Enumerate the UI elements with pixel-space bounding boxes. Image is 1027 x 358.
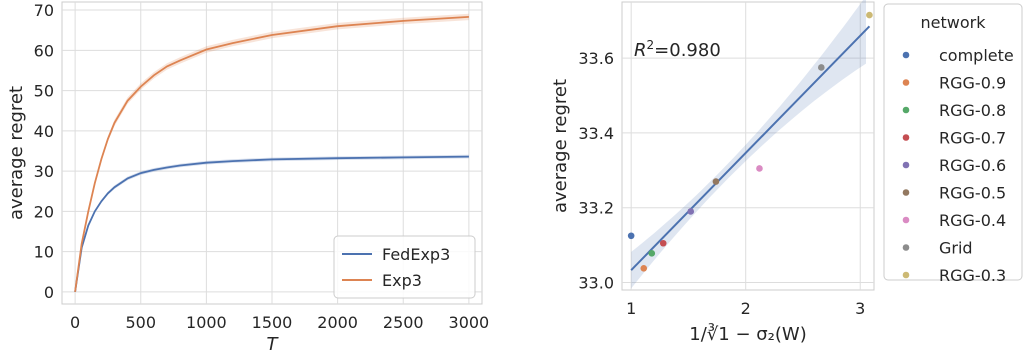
- legend-label-rgg-0.5: RGG-0.5: [939, 184, 1006, 203]
- right-y-tick-label: 33.2: [578, 199, 614, 218]
- legend-marker-rgg-0.4: [902, 216, 910, 224]
- point-rgg-0.7: [659, 239, 667, 247]
- left-y-tick-label: 20: [34, 202, 54, 221]
- left-x-axis-label: T: [267, 334, 280, 355]
- legend-label-rgg-0.7: RGG-0.7: [939, 129, 1006, 148]
- series-line-exp3: [74, 16, 469, 293]
- left-y-ticks: 0 10 20 30 40 50 60 70: [34, 1, 54, 302]
- left-legend: FedExp3 Exp3: [333, 235, 476, 299]
- point-grid: [818, 64, 825, 71]
- point-rgg-0.5: [712, 178, 720, 185]
- right-x-ticks: 1 2 3: [626, 299, 865, 318]
- point-rgg-0.6: [687, 208, 695, 215]
- left-x-tick-label: 2500: [383, 313, 424, 332]
- right-x-axis-label: 1/∛1 − σ₂(W): [689, 323, 806, 345]
- left-x-ticks: 0 500 1000 1500 2000 2500 3000: [70, 313, 489, 332]
- left-y-tick-label: 70: [34, 1, 54, 20]
- left-y-tick-label: 50: [34, 82, 54, 101]
- left-x-tick-label: 1500: [252, 313, 293, 332]
- right-x-tick-label: 2: [741, 299, 751, 318]
- legend-label-rgg-0.4: RGG-0.4: [939, 211, 1006, 230]
- legend-marker-complete: [902, 51, 910, 59]
- right-y-tick-label: 33.0: [578, 274, 614, 293]
- right-chart: 1 2 3 33.0 33.2 33.4 33.6 R2=0.980 1/∛1 − σ₂(…: [550, 0, 1023, 345]
- right-y-tick-label: 33.4: [578, 124, 614, 143]
- left-y-tick-label: 60: [34, 41, 54, 60]
- left-chart: 0 500 1000 1500 2000 2500 3000 0 10 20 30 40 50 60 70…: [6, 1, 489, 355]
- left-y-tick-label: 10: [34, 243, 54, 262]
- legend-marker-rgg-0.6: [902, 161, 910, 169]
- legend-marker-grid: [902, 244, 910, 251]
- legend-label-grid: Grid: [939, 239, 973, 258]
- right-y-tick-label: 33.6: [578, 49, 614, 68]
- network-legend-box: [883, 3, 1023, 281]
- legend-label-rgg-0.3: RGG-0.3: [939, 266, 1006, 285]
- left-legend-box: [333, 235, 476, 299]
- network-legend-title: network: [921, 13, 987, 32]
- left-y-tick-label: 30: [34, 162, 54, 181]
- legend-label-fedexp3: FedExp3: [382, 245, 450, 264]
- r-squared-annotation: R2=0.980: [634, 38, 721, 61]
- legend-marker-rgg-0.8: [902, 106, 910, 114]
- left-y-tick-label: 0: [44, 283, 54, 302]
- legend-label-complete: complete: [939, 46, 1014, 65]
- right-grid: [622, 2, 874, 290]
- left-x-tick-label: 500: [125, 313, 156, 332]
- right-y-axis-label: average regret: [550, 79, 571, 213]
- legend-label-rgg-0.8: RGG-0.8: [939, 101, 1006, 120]
- right-y-ticks: 33.0 33.2 33.4 33.6: [578, 49, 614, 292]
- legend-marker-rgg-0.9: [902, 79, 910, 86]
- right-fit-line: [630, 25, 871, 271]
- series-line-fedexp3: [74, 155, 469, 293]
- left-x-tick-label: 2000: [317, 313, 358, 332]
- legend-marker-rgg-0.5: [902, 189, 910, 196]
- left-x-tick-label: 0: [70, 313, 80, 332]
- point-rgg-0.8: [648, 250, 656, 257]
- left-x-tick-label: 3000: [449, 313, 490, 332]
- right-x-tick-label: 3: [855, 299, 865, 318]
- point-rgg-0.9: [640, 265, 648, 272]
- right-fit-confidence-band: [631, 0, 866, 289]
- point-rgg-0.4: [756, 165, 763, 172]
- left-x-tick-label: 1000: [186, 313, 227, 332]
- point-rgg-0.3: [866, 11, 873, 19]
- legend-label-rgg-0.6: RGG-0.6: [939, 156, 1006, 175]
- legend-label-exp3: Exp3: [382, 271, 422, 290]
- legend-marker-rgg-0.3: [902, 271, 910, 279]
- legend-label-rgg-0.9: RGG-0.9: [939, 74, 1006, 93]
- right-scatter-points: [627, 11, 873, 272]
- left-y-axis-label: average regret: [6, 86, 27, 220]
- point-complete: [627, 232, 635, 240]
- left-series-lines: [74, 16, 469, 293]
- legend-marker-rgg-0.7: [902, 134, 910, 141]
- left-y-tick-label: 40: [34, 122, 54, 141]
- right-x-tick-label: 1: [626, 299, 636, 318]
- network-legend: network complete RGG-0.9 RGG-0.8 RGG-0.7 RGG-…: [883, 3, 1023, 285]
